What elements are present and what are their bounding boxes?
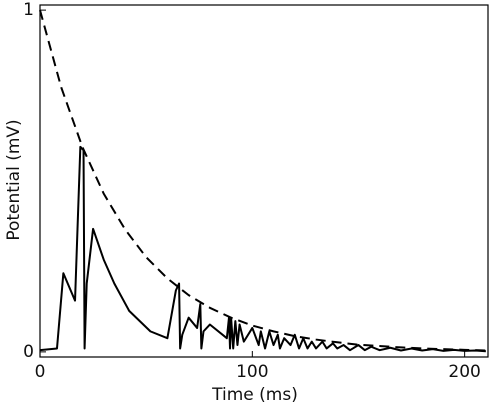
x-axis-title: Time (ms): [211, 385, 298, 405]
plot-frame: [39, 4, 489, 358]
y-tick-label: 0: [23, 342, 34, 362]
data-line: [39, 9, 486, 352]
x-tick-label: 100: [236, 362, 268, 382]
data-line: [39, 145, 486, 353]
x-tick-label: 200: [448, 362, 480, 382]
y-tick-label: 1: [23, 0, 34, 20]
x-tick-label: 0: [35, 362, 46, 382]
y-axis-title: Potential (mV): [4, 119, 24, 240]
